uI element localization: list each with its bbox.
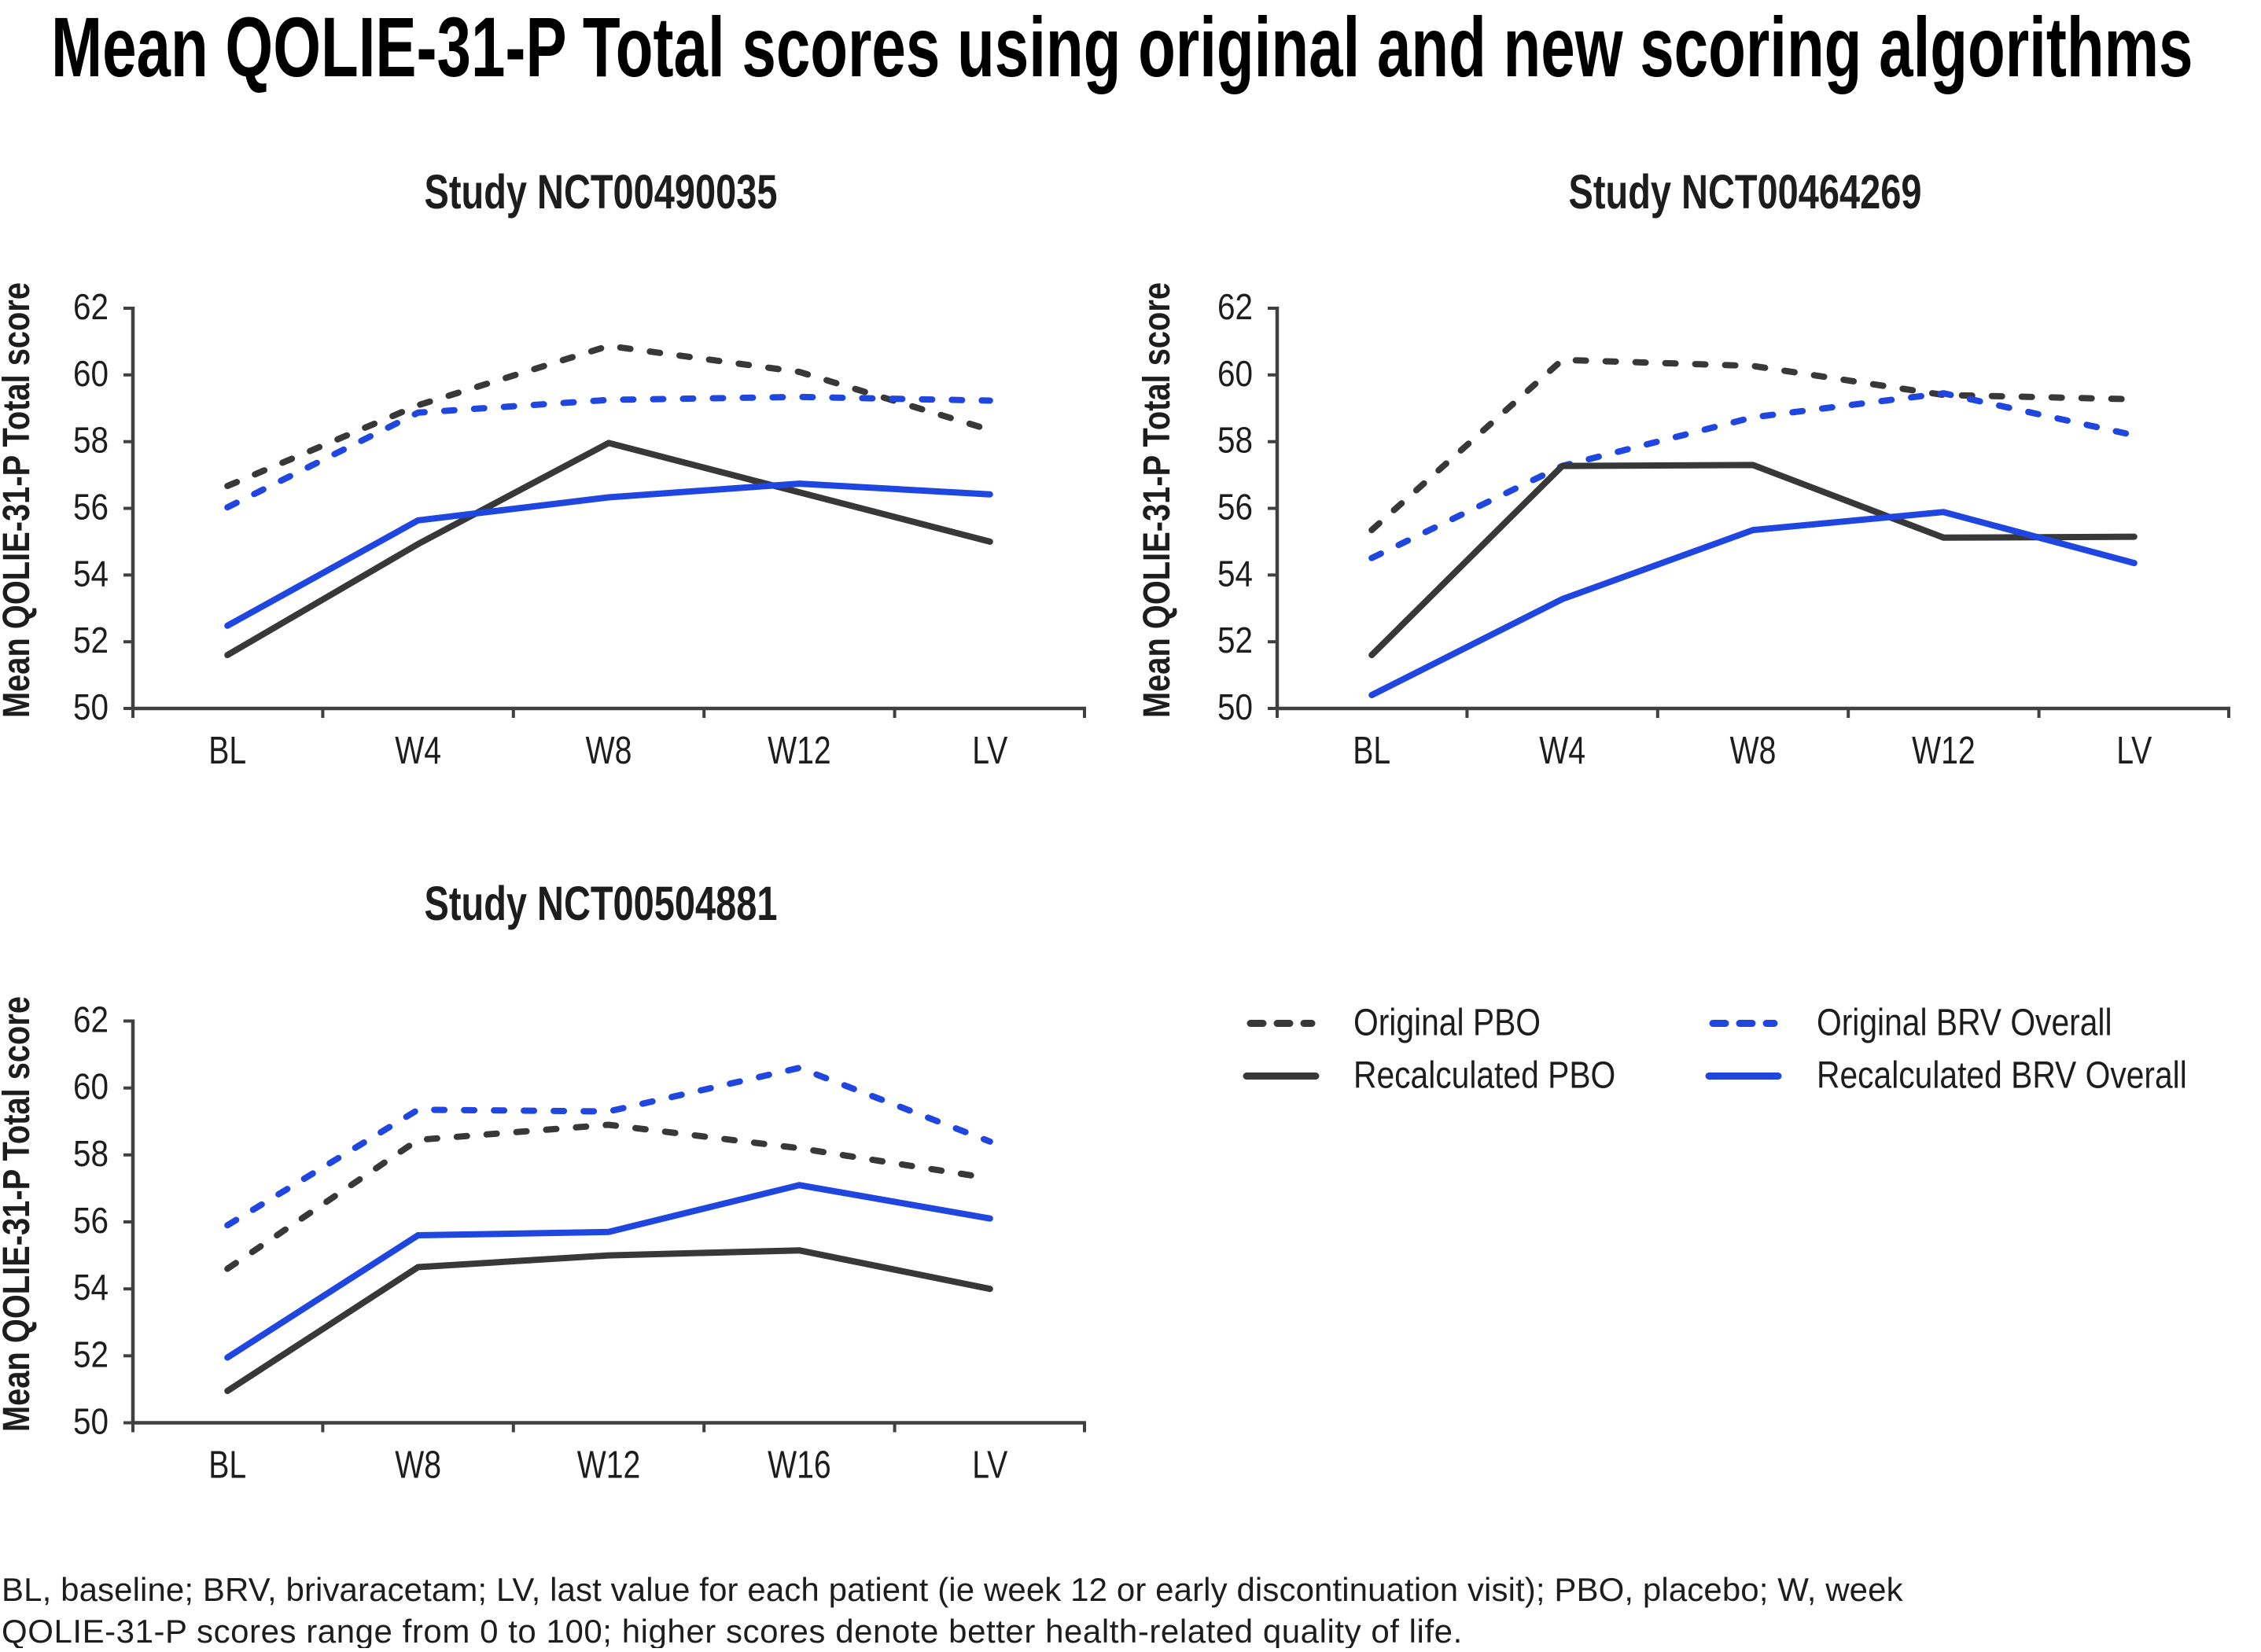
svg-text:W16: W16 xyxy=(768,1444,831,1486)
svg-text:W8: W8 xyxy=(395,1444,441,1486)
svg-text:W4: W4 xyxy=(395,730,441,772)
svg-text:56: 56 xyxy=(73,488,109,528)
svg-text:56: 56 xyxy=(1217,488,1253,528)
svg-text:Recalculated PBO: Recalculated PBO xyxy=(1353,1054,1615,1096)
svg-text:58: 58 xyxy=(73,1134,109,1174)
svg-text:Mean QOLIE-31-P Total score: Mean QOLIE-31-P Total score xyxy=(0,282,38,718)
svg-text:BL: BL xyxy=(1353,730,1390,772)
svg-text:BL: BL xyxy=(208,1444,246,1486)
svg-text:W4: W4 xyxy=(1539,730,1585,772)
svg-text:W12: W12 xyxy=(1912,730,1976,772)
svg-text:50: 50 xyxy=(73,688,109,728)
svg-text:Study NCT00464269: Study NCT00464269 xyxy=(1569,165,1922,219)
svg-text:W8: W8 xyxy=(1730,730,1777,772)
svg-text:BL, baseline; BRV, brivaraceta: BL, baseline; BRV, brivaracetam; LV, las… xyxy=(2,1571,1904,1608)
svg-text:58: 58 xyxy=(73,421,109,461)
svg-text:62: 62 xyxy=(73,288,109,328)
svg-text:W12: W12 xyxy=(768,730,831,772)
svg-text:60: 60 xyxy=(73,354,109,394)
svg-text:W8: W8 xyxy=(586,730,632,772)
svg-text:Original PBO: Original PBO xyxy=(1353,1002,1541,1043)
svg-text:60: 60 xyxy=(73,1067,109,1107)
svg-text:54: 54 xyxy=(73,554,109,594)
svg-text:54: 54 xyxy=(73,1268,109,1308)
svg-text:Mean QOLIE-31-P Total score: Mean QOLIE-31-P Total score xyxy=(1136,282,1178,718)
svg-text:Recalculated BRV Overall: Recalculated BRV Overall xyxy=(1817,1054,2187,1096)
svg-text:LV: LV xyxy=(972,1444,1007,1486)
svg-text:W12: W12 xyxy=(577,1444,641,1486)
svg-text:52: 52 xyxy=(73,621,109,661)
svg-text:56: 56 xyxy=(73,1201,109,1242)
svg-text:62: 62 xyxy=(73,1000,109,1040)
svg-text:62: 62 xyxy=(1217,288,1253,328)
svg-text:60: 60 xyxy=(1217,354,1253,394)
svg-text:Study NCT00504881: Study NCT00504881 xyxy=(425,877,778,930)
svg-text:LV: LV xyxy=(2116,730,2152,772)
svg-text:Original BRV Overall: Original BRV Overall xyxy=(1817,1002,2112,1043)
svg-text:58: 58 xyxy=(1217,421,1253,461)
svg-text:BL: BL xyxy=(208,730,246,772)
svg-text:Mean QOLIE-31-P Total score: Mean QOLIE-31-P Total score xyxy=(0,996,38,1432)
svg-text:52: 52 xyxy=(73,1335,109,1375)
svg-text:Mean QOLIE-31-P Total scores u: Mean QOLIE-31-P Total scores using origi… xyxy=(51,0,2193,94)
svg-text:52: 52 xyxy=(1217,621,1253,661)
svg-text:54: 54 xyxy=(1217,554,1253,594)
svg-text:50: 50 xyxy=(73,1402,109,1442)
svg-text:Study NCT00490035: Study NCT00490035 xyxy=(425,165,778,219)
svg-text:LV: LV xyxy=(972,730,1007,772)
svg-text:QOLIE-31-P scores range from 0: QOLIE-31-P scores range from 0 to 100; h… xyxy=(2,1613,1463,1648)
svg-text:50: 50 xyxy=(1217,688,1253,728)
